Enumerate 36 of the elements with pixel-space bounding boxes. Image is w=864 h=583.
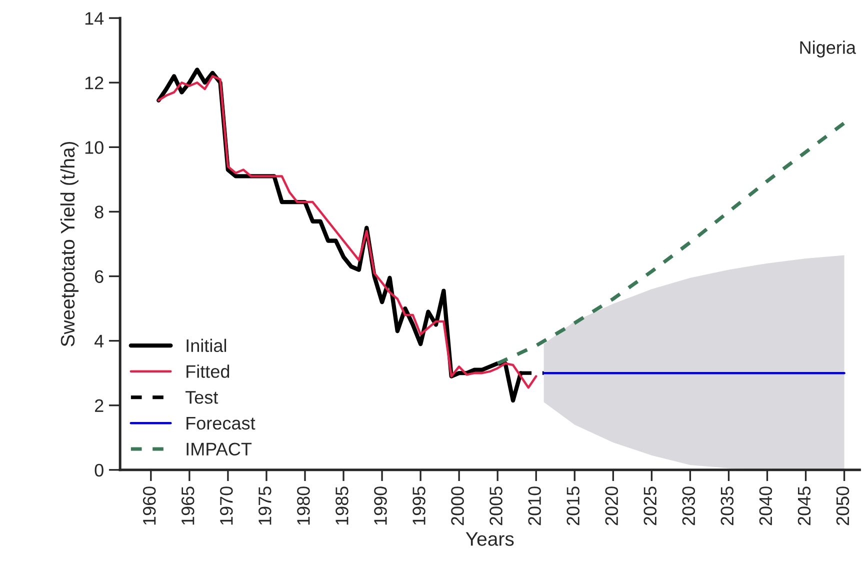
line-series: [496, 121, 846, 366]
x-tick-label: 1980: [297, 486, 310, 525]
x-tick-label: 1995: [412, 486, 426, 525]
x-tick-label: 1975: [258, 486, 272, 525]
x-tick-label: 1970: [220, 486, 233, 525]
annotation: Nigeria: [800, 40, 856, 58]
x-tick-label: 2020: [605, 486, 618, 526]
y-axis-title: Sweetpotato Yield (t/ha): [60, 142, 78, 346]
y-tick-label: 0: [94, 464, 104, 477]
x-tick-label: 2050: [836, 486, 850, 526]
legend-label: Initial: [186, 338, 226, 352]
x-tick-label: 1960: [142, 486, 156, 525]
x-tick-label: 2030: [682, 486, 696, 526]
y-tick-label: 10: [85, 141, 104, 154]
x-tick-label: 1985: [336, 486, 348, 525]
x-tick-label: 2040: [759, 486, 772, 526]
y-tick-label: 8: [94, 206, 104, 218]
x-axis-title: Years: [466, 532, 514, 546]
legend-label: Fitted: [186, 364, 230, 378]
legend-label: IMPACT: [186, 442, 252, 456]
y-tick-label: 12: [85, 76, 104, 90]
y-tick-label: 2: [94, 399, 104, 412]
legend-label: Test: [186, 391, 218, 404]
x-tick-label: 2005: [490, 486, 502, 526]
x-tick-label: 2015: [566, 486, 580, 526]
x-tick-label: 2000: [451, 486, 464, 526]
x-tick-label: 2025: [644, 486, 657, 526]
x-tick-label: 2045: [798, 486, 811, 526]
x-tick-label: 1965: [181, 486, 194, 525]
y-tick-label: 14: [85, 12, 104, 25]
y-tick-label: 4: [94, 334, 104, 348]
x-tick-label: 2035: [720, 486, 734, 526]
x-tick-label: 2010: [528, 486, 541, 526]
y-tick-label: 6: [95, 270, 104, 283]
x-tick-label: 1990: [374, 486, 387, 525]
legend-label: Forecast: [186, 417, 256, 430]
